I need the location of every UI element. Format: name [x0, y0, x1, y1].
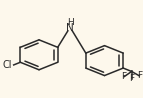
- Text: N: N: [66, 23, 74, 33]
- Text: F: F: [121, 72, 127, 81]
- Text: Cl: Cl: [3, 60, 12, 70]
- Text: H: H: [67, 18, 74, 27]
- Text: F: F: [137, 71, 142, 80]
- Text: F: F: [129, 74, 134, 83]
